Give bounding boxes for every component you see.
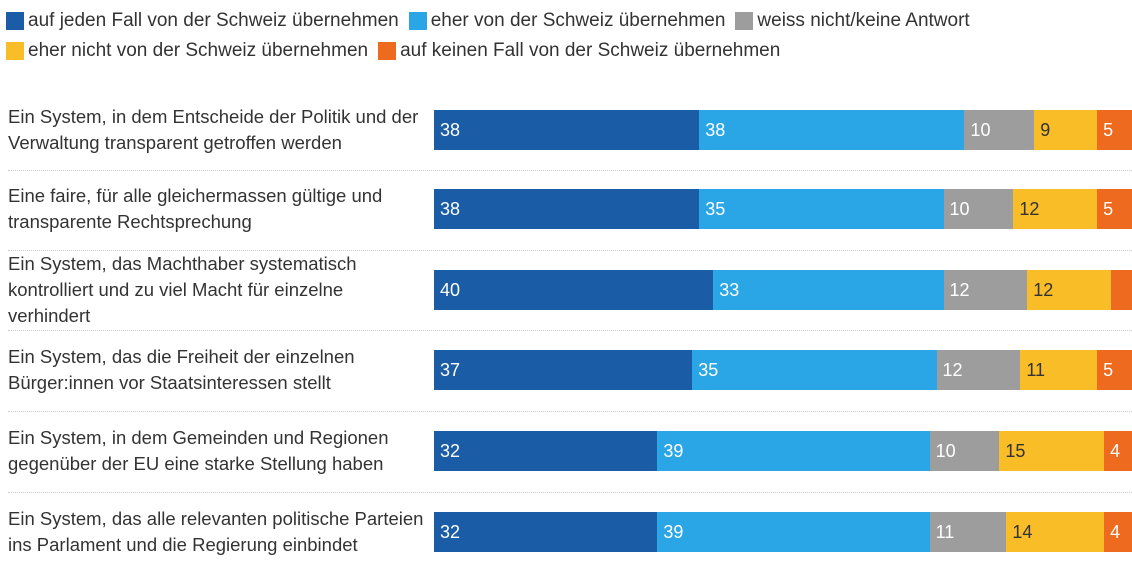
data-label: 35 [705,198,726,219]
bar-segment: 10 [943,189,1014,229]
data-label: 12 [942,359,963,380]
data-label: 38 [705,119,726,140]
bar-segment: 12 [943,270,1028,310]
legend-item: eher nicht von der Schweiz übernehmen [6,36,368,66]
bar-segment: 38 [434,110,700,150]
category-label: Eine faire, für alle gleichermassen gült… [8,169,428,249]
data-label: 11 [935,521,955,542]
bar-segment: 5 [1097,350,1132,390]
category-label: Ein System, das die Freiheit der einzeln… [8,330,428,410]
legend-swatch [408,12,427,30]
row-separator [8,169,1132,171]
bar-segment: 32 [434,431,658,471]
legend: auf jeden Fall von der Schweiz übernehme… [6,6,1126,66]
data-label: 4 [1110,440,1121,461]
bar-segment: 12 [1027,270,1112,310]
data-label: 4 [1110,521,1121,542]
data-label: 11 [1026,359,1045,380]
data-label: 12 [1033,279,1054,300]
bar-segment: 39 [657,431,930,471]
data-label: 38 [440,119,461,140]
bar-segment: 11 [929,512,1007,552]
data-label: 39 [663,440,684,461]
bar-segment: 35 [692,350,937,390]
bar-segment: 12 [936,350,1021,390]
data-label: 9 [1040,119,1051,140]
data-label: 35 [698,359,719,380]
data-label: 32 [440,521,461,542]
bar-segment: 10 [964,110,1035,150]
data-label: 12 [1019,198,1040,219]
legend-label: eher nicht von der Schweiz übernehmen [28,40,369,61]
bar-segment: 38 [434,189,700,229]
bar-segment: 10 [929,431,1000,471]
bar-segment: 4 [1104,512,1132,552]
category-text: Ein System, in dem Gemeinden und Regione… [8,427,389,474]
bar-segment: 5 [1097,110,1132,150]
legend-swatch [6,42,24,60]
legend-item: auf keinen Fall von der Schweiz übernehm… [378,36,780,66]
bar-segment: 4 [1104,431,1132,471]
bar-segment: 38 [699,110,965,150]
bar-segment: 37 [434,350,693,390]
data-label: 10 [949,198,970,219]
category-text: Ein System, das alle relevanten politisc… [8,508,424,555]
bar-segment: 14 [1006,512,1105,552]
row-separator [8,491,1132,493]
legend-item: weiss nicht/keine Antwort [735,6,970,36]
legend-swatch [6,12,24,30]
legend-label: auf keinen Fall von der Schweiz übernehm… [400,40,781,61]
category-label: Ein System, in dem Entscheide der Politi… [8,90,428,170]
row-separator [8,249,1132,251]
bar-segment: 15 [999,431,1105,471]
legend-item: eher von der Schweiz übernehmen [408,6,726,36]
category-text: Ein System, in dem Entscheide der Politi… [8,106,419,153]
bar-segment: 5 [1097,189,1132,229]
data-label: 32 [440,440,461,461]
category-text: Eine faire, für alle gleichermassen gült… [8,185,383,232]
category-label: Ein System, das Machthaber systematisch … [8,250,428,330]
category-text: Ein System, das Machthaber systematisch … [8,253,357,326]
data-label: 33 [719,279,740,300]
data-label: 37 [440,359,461,380]
bar-segment: 35 [699,189,944,229]
legend-label: weiss nicht/keine Antwort [757,10,970,31]
category-label: Ein System, das alle relevanten politisc… [8,492,428,572]
legend-swatch [735,12,754,30]
bar-segment: 40 [434,270,714,310]
legend-label: eher von der Schweiz übernehmen [430,10,726,31]
data-label: 5 [1103,359,1114,380]
data-label: 14 [1012,521,1033,542]
bar-segment: 11 [1020,350,1098,390]
data-label: 5 [1103,119,1114,140]
data-label: 12 [949,279,970,300]
legend-swatch [378,42,397,60]
legend-item: auf jeden Fall von der Schweiz übernehme… [6,6,399,36]
bar-segment: 32 [434,512,658,552]
data-label: 10 [970,119,991,140]
bar-segment [1111,270,1132,310]
row-separator [8,330,1132,331]
category-text: Ein System, das die Freiheit der einzeln… [8,346,355,393]
data-label: 10 [935,440,956,461]
data-label: 5 [1103,198,1114,219]
bar-segment: 39 [657,512,930,552]
legend-label: auf jeden Fall von der Schweiz übernehme… [28,10,399,31]
category-label: Ein System, in dem Gemeinden und Regione… [8,411,428,491]
data-label: 39 [663,521,684,542]
data-label: 40 [440,279,461,300]
data-label: 15 [1005,440,1026,461]
data-label: 38 [440,198,461,219]
bar-segment: 9 [1034,110,1098,150]
row-separator [8,410,1132,412]
bar-segment: 12 [1013,189,1098,229]
bar-segment: 33 [713,270,944,310]
